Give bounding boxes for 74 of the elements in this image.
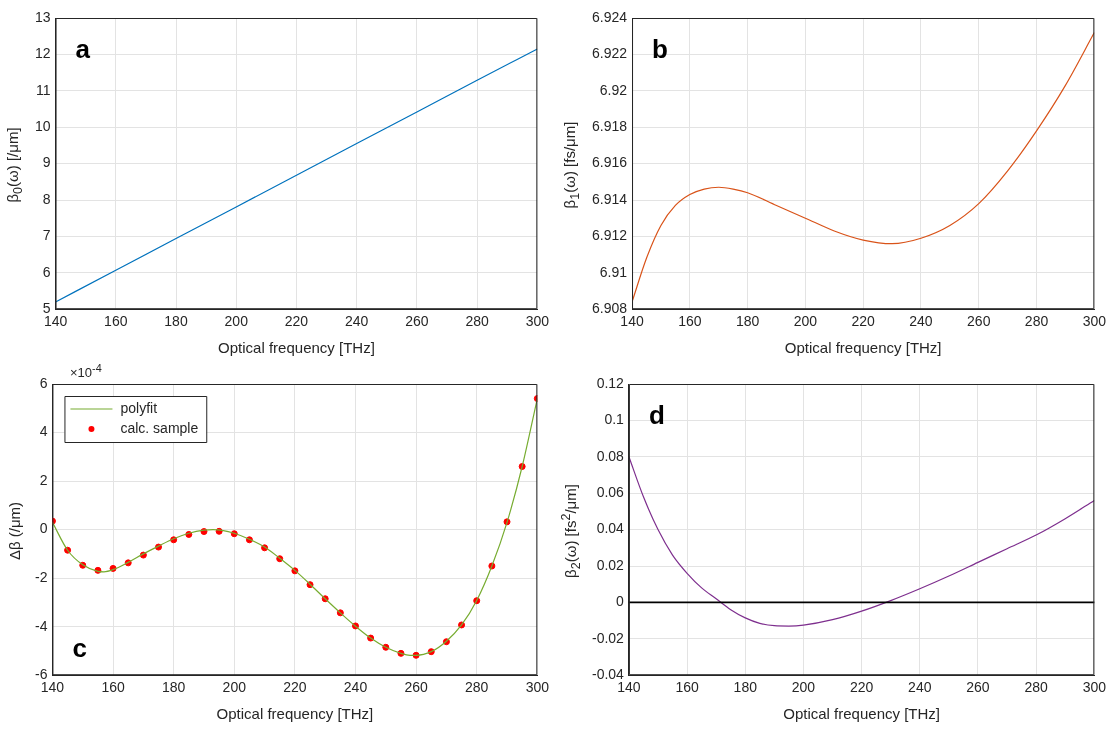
x-tick-label: 240	[909, 313, 933, 330]
y-tick-label: 0	[616, 593, 625, 610]
y-tick-label: 13	[34, 8, 51, 25]
y-tick-label: 6.924	[591, 8, 628, 25]
x-tick-label: 200	[222, 679, 247, 696]
x-tick-label: 160	[678, 313, 702, 330]
y-tick-label: -0.02	[591, 629, 625, 646]
y-tick-label: 0	[39, 520, 48, 537]
x-tick-label: 280	[465, 313, 489, 330]
x-tick-label: 300	[1082, 679, 1107, 696]
x-tick-label: 200	[791, 679, 816, 696]
y-tick-label: 6	[39, 374, 48, 391]
x-tick-label: 300	[525, 679, 550, 696]
y-tick-label: 8	[42, 190, 51, 207]
x-tick-label: 220	[849, 679, 874, 696]
x-tick-label: 160	[101, 679, 125, 696]
y-tick-label: 6.922	[591, 45, 628, 62]
x-tick-label: 220	[284, 313, 309, 330]
x-axis-title: Optical frequency [THz]	[216, 705, 374, 723]
y-tick-label: 9	[42, 154, 51, 171]
x-tick-label: 260	[404, 679, 428, 696]
x-tick-label: 300	[525, 313, 550, 330]
annotation: a	[75, 34, 91, 64]
x-tick-label: 220	[851, 313, 876, 330]
x-axis-title: Optical frequency [THz]	[218, 339, 375, 357]
x-tick-label: 280	[465, 679, 489, 696]
x-tick-label: 180	[164, 313, 188, 330]
y-tick-label: 6.918	[591, 118, 628, 135]
x-tick-label: 180	[733, 679, 758, 696]
x-tick-label: 160	[104, 313, 128, 330]
y-tick-label: 0.08	[596, 447, 625, 464]
x-tick-label: 240	[344, 313, 369, 330]
y-tick-label: -4	[35, 617, 48, 634]
annotation: c	[72, 633, 87, 664]
annotation: d	[648, 400, 665, 430]
legend-label: calc. sample	[120, 419, 199, 436]
x-tick-label: 180	[161, 679, 186, 696]
x-tick-label: 180	[735, 313, 760, 330]
x-tick-label: 200	[793, 313, 818, 330]
y-tick-label: 6.914	[591, 190, 628, 207]
x-tick-label: 300	[1082, 313, 1107, 330]
y-tick-label: 11	[36, 81, 51, 98]
x-tick-label: 160	[675, 679, 699, 696]
y-tick-label: 12	[34, 45, 51, 62]
x-tick-label: 220	[283, 679, 307, 696]
y-tick-label: 6.91	[599, 263, 628, 280]
x-tick-label: 240	[908, 679, 932, 696]
y-tick-label: 0.12	[596, 374, 625, 391]
y-tick-label: 7	[42, 227, 51, 244]
x-axis-title: Optical frequency [THz]	[783, 705, 940, 723]
y-tick-label: 6	[42, 263, 51, 280]
y-tick-label: -2	[35, 568, 48, 585]
y-tick-label: 4	[39, 423, 48, 440]
x-tick-label: 280	[1024, 679, 1049, 696]
y-tick-label: 0.06	[596, 484, 625, 501]
y-tick-label: 0.02	[596, 556, 625, 573]
legend-label: polyfit	[120, 399, 158, 416]
y-tick-label: 6.92	[599, 81, 628, 98]
annotation: b	[652, 34, 668, 64]
y-tick-label: 2	[39, 471, 48, 488]
x-tick-label: 260	[966, 679, 990, 696]
x-tick-label: 280	[1024, 313, 1049, 330]
y-axis-title: Δβ (/μm)	[5, 501, 23, 561]
y-tick-label: 0.04	[596, 520, 625, 537]
x-tick-label: 240	[343, 679, 368, 696]
x-tick-label: 260	[405, 313, 429, 330]
x-axis-title: Optical frequency [THz]	[784, 339, 942, 357]
y-tick-label: 6.916	[591, 154, 628, 171]
y-tick-label: 10	[34, 118, 51, 135]
y-tick-label: 6.912	[591, 227, 628, 244]
text: ×10$^{-4}$	[70, 362, 102, 381]
y-tick-label: 0.1	[604, 411, 625, 428]
x-tick-label: 200	[224, 313, 249, 330]
x-tick-label: 260	[967, 313, 991, 330]
